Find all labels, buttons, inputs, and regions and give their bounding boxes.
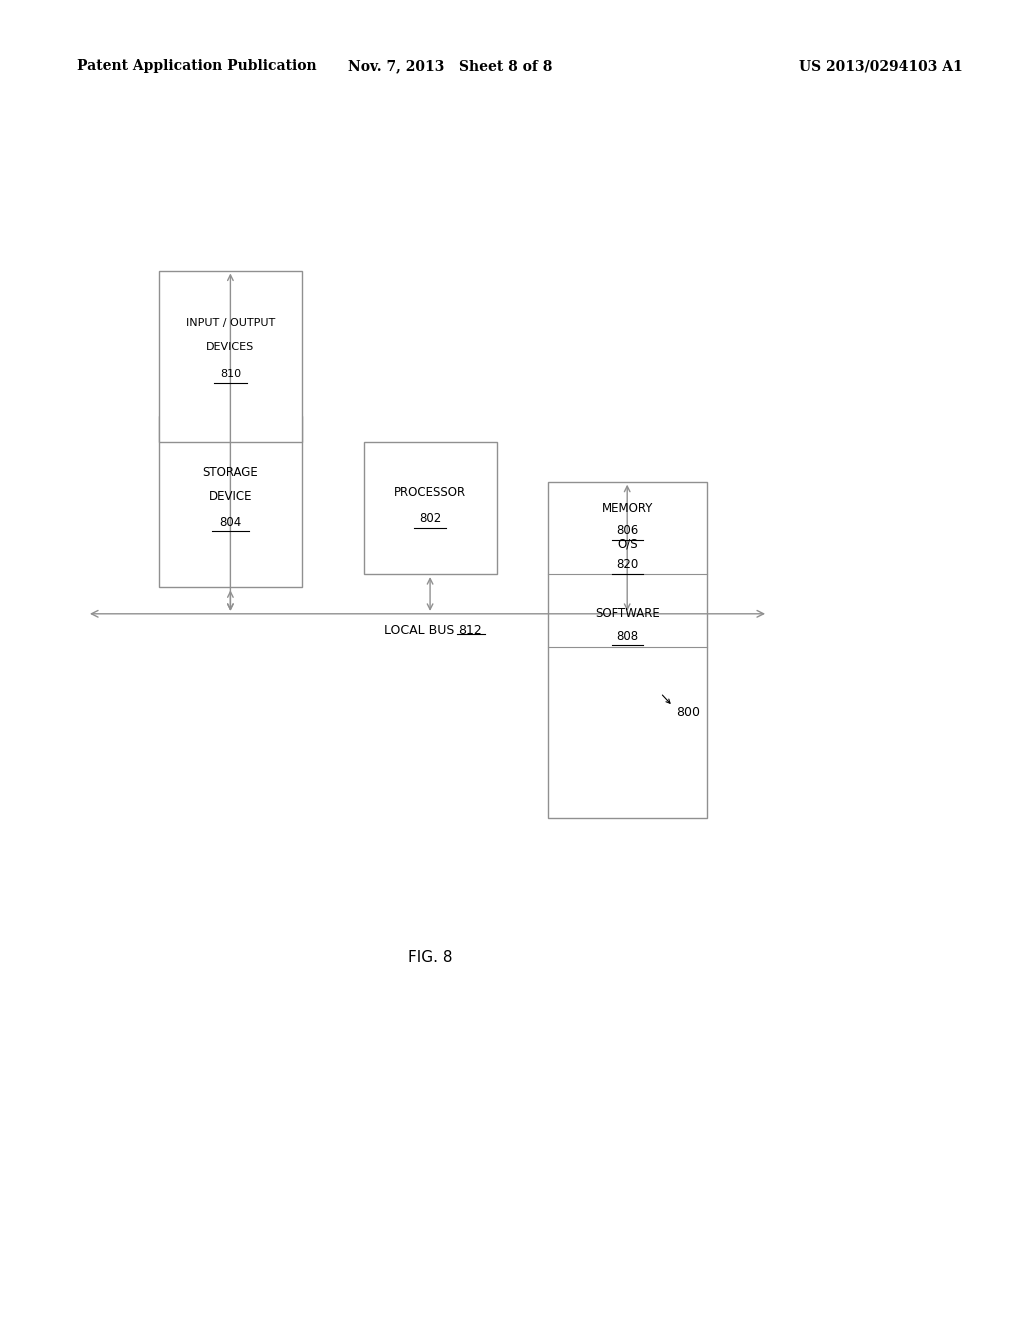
Text: LOCAL BUS: LOCAL BUS: [384, 624, 455, 638]
Text: 806: 806: [616, 524, 638, 537]
Text: 810: 810: [220, 368, 241, 379]
Text: 812: 812: [458, 624, 481, 638]
Text: STORAGE: STORAGE: [203, 466, 258, 479]
Text: Nov. 7, 2013   Sheet 8 of 8: Nov. 7, 2013 Sheet 8 of 8: [348, 59, 553, 74]
Text: Patent Application Publication: Patent Application Publication: [77, 59, 316, 74]
Text: MEMORY: MEMORY: [601, 502, 653, 515]
Bar: [548, 482, 707, 818]
Text: 802: 802: [419, 512, 441, 525]
Text: INPUT / OUTPUT: INPUT / OUTPUT: [185, 318, 275, 329]
Text: 820: 820: [616, 558, 638, 572]
Bar: [159, 416, 302, 587]
Text: 800: 800: [676, 706, 699, 719]
Bar: [159, 271, 302, 442]
Text: 808: 808: [616, 630, 638, 643]
Text: US 2013/0294103 A1: US 2013/0294103 A1: [799, 59, 963, 74]
Text: PROCESSOR: PROCESSOR: [394, 486, 466, 499]
Text: DEVICE: DEVICE: [209, 490, 252, 503]
Text: FIG. 8: FIG. 8: [408, 949, 453, 965]
Text: O/S: O/S: [616, 537, 638, 550]
Text: DEVICES: DEVICES: [206, 342, 255, 352]
Text: SOFTWARE: SOFTWARE: [595, 607, 659, 620]
Bar: [364, 442, 497, 574]
Text: 804: 804: [219, 516, 242, 529]
